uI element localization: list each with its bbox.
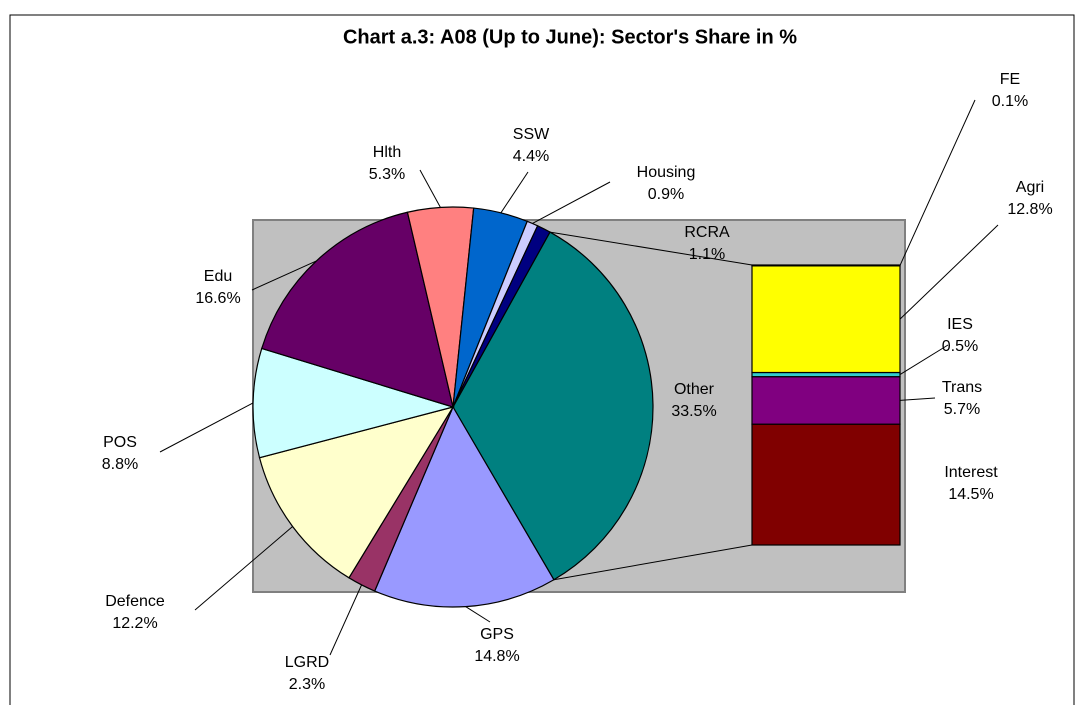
slice-label: Hlth: [373, 144, 401, 161]
chart-title: Chart a.3: A08 (Up to June): Sector's Sh…: [343, 26, 797, 48]
bar-value-label: 5.7%: [944, 401, 980, 418]
slice-value-label: 2.3%: [289, 676, 325, 693]
leader-line: [194, 526, 293, 611]
bar-label: IES: [947, 316, 973, 333]
leader-line: [899, 344, 949, 376]
bar-segment: [751, 371, 901, 378]
leader-line: [532, 181, 611, 224]
leader-line: [899, 397, 936, 401]
pie-slice: [258, 406, 455, 579]
slice-value-label: 14.8%: [474, 648, 519, 665]
slice-label: Housing: [637, 164, 696, 181]
slice-label: Other: [674, 381, 715, 398]
slice-label: POS: [103, 434, 137, 451]
slice-value-label: 8.8%: [102, 456, 138, 473]
leader-line: [899, 224, 999, 320]
pie-slice: [452, 231, 654, 581]
bar-label: FE: [1000, 71, 1020, 88]
slice-value-label: 16.6%: [195, 290, 240, 307]
slice-label: Defence: [105, 593, 165, 610]
slice-label: RCRA: [684, 224, 730, 241]
slice-value-label: 5.3%: [369, 166, 405, 183]
pie-slice: [373, 405, 555, 608]
bar-label: Trans: [942, 379, 982, 396]
slice-value-label: 0.9%: [648, 186, 684, 203]
bar-label: Agri: [1016, 179, 1044, 196]
bar-label: Interest: [944, 464, 998, 481]
slice-value-label: 4.4%: [513, 148, 549, 165]
leader-line: [899, 99, 976, 266]
slice-value-label: 1.1%: [689, 246, 725, 263]
bar-value-label: 0.5%: [942, 338, 978, 355]
bar-segment: [751, 423, 901, 546]
connector-line: [553, 544, 753, 581]
slice-label: LGRD: [285, 654, 329, 671]
leader-line: [419, 169, 441, 208]
leader-line: [500, 171, 529, 214]
leader-line: [159, 402, 254, 453]
bar-segment: [751, 264, 901, 267]
slice-label: SSW: [513, 126, 550, 143]
bar-segment: [751, 265, 901, 374]
slice-value-label: 12.2%: [112, 615, 157, 632]
connector-line: [549, 231, 753, 266]
slice-label: GPS: [480, 626, 514, 643]
leader-line: [251, 260, 317, 291]
slice-value-label: 33.5%: [671, 403, 716, 420]
bar-value-label: 12.8%: [1007, 201, 1052, 218]
bar-value-label: 0.1%: [992, 93, 1028, 110]
pie-slice: [452, 224, 551, 408]
bar-value-label: 14.5%: [948, 486, 993, 503]
leader-line: [465, 606, 491, 623]
leader-line: [329, 584, 363, 656]
slice-label: Edu: [204, 268, 232, 285]
bar-segment: [751, 376, 901, 425]
